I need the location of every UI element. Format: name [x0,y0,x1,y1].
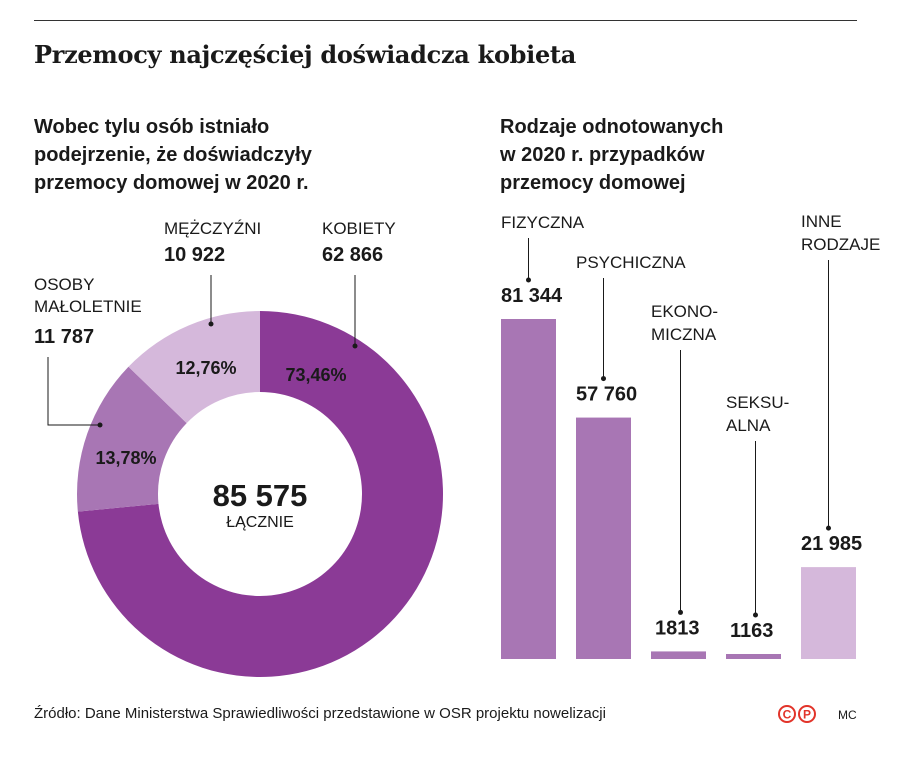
logo-circle-c [778,705,796,723]
bar [576,417,631,659]
donut-percent-label: 12,76% [175,358,236,378]
bar-category-label: ALNA [726,416,771,435]
author-initials: MC [838,708,857,722]
bar-category-label: PSYCHICZNA [576,253,686,272]
bar-leader-dot [753,612,758,618]
bar-category-label: EKONO- [651,302,718,321]
donut-value-label: 11 787 [34,326,94,348]
bar-category-label: SEKSU- [726,393,789,412]
bar [501,319,556,659]
donut-subtitle-line: podejrzenie, że doświadczyły [34,144,312,166]
bars-subtitle-line: przemocy domowej [500,172,686,194]
main-title: Przemocy najczęściej doświadcza kobieta [34,40,576,69]
bar-leader-dot [678,609,683,615]
bar-chart: FIZYCZNA 81 344 PSYCHICZNA 57 760 EKONO- MICZ… [501,212,880,659]
bar-category-label: RODZAJE [801,235,880,254]
donut-percent-label: 13,78% [95,448,156,468]
donut-leader-dot [97,422,103,428]
donut-value-label: 10 922 [164,244,225,266]
logo-circle-p [798,705,816,723]
top-rule [34,20,857,21]
bar [651,651,706,659]
bar-category-label: FIZYCZNA [501,213,585,232]
bar-leader-dot [601,376,606,382]
donut-leader-dot [208,321,214,327]
donut-percent-label: 73,46% [285,365,346,385]
donut-value-label: 62 866 [322,244,383,266]
bar-value-label: 81 344 [501,285,563,307]
donut-category-label: KOBIETY [322,219,396,238]
bar-value-label: 57 760 [576,384,637,406]
bar-leader-dot [826,525,831,531]
bar [726,654,781,659]
publisher-logo: C P [778,705,816,723]
donut-leader-line [47,357,100,426]
bar-category-label: MICZNA [651,325,717,344]
bars-subtitle-line: Rodzaje odnotowanych [500,116,724,138]
donut-subtitle: Wobec tylu osób istniało podejrzenie, że… [34,113,454,197]
source-note: Źródło: Dane Ministerstwa Sprawiedliwośc… [34,705,606,722]
donut-category-label: OSOBY [34,275,94,294]
donut-slice [77,311,443,677]
bars-subtitle-line: w 2020 r. przypadków [500,144,705,166]
donut-slice [77,366,187,512]
bar-value-label: 1813 [655,617,700,639]
logo-letter-c: C [783,708,792,722]
donut-subtitle-line: Wobec tylu osób istniało [34,116,270,138]
bar-category-label: INNE [801,212,842,231]
bars-subtitle: Rodzaje odnotowanych w 2020 r. przypadkó… [500,113,860,197]
bar [801,567,856,659]
donut-leader-dot [352,343,358,349]
logo-letter-p: P [803,708,811,722]
bar-value-label: 1163 [730,620,773,642]
bar-leader-dot [526,277,531,283]
donut-slice [128,311,260,424]
bar-value-label: 21 985 [801,533,862,555]
donut-center-label: ŁĄCZNIE [226,514,294,531]
donut-category-label: MĘŻCZYŹNI [164,219,261,238]
donut-subtitle-line: przemocy domowej w 2020 r. [34,172,309,194]
donut-center-value: 85 575 [213,478,308,513]
donut-category-label: MAŁOLETNIE [34,297,142,316]
